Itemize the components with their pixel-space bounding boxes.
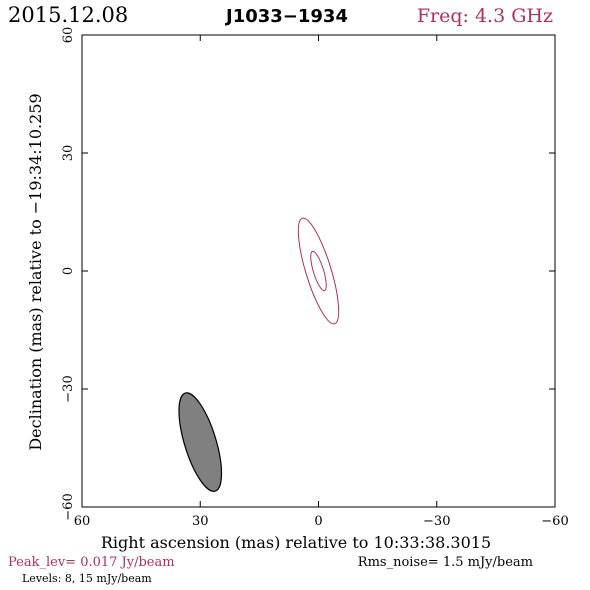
y-axis-label: Declination (mas) relative to −19:34:10.… [26,93,45,450]
beam-ellipse [178,392,223,492]
y-tick-label: 0 [61,267,76,275]
frequency-label: Freq: 4.3 GHz [417,5,553,27]
contour-level-15 [310,250,327,292]
contour-group [297,217,340,325]
x-axis-label: Right ascension (mas) relative to 10:33:… [101,533,491,552]
x-tick-label: −30 [423,514,450,529]
beam-group [178,392,223,492]
x-tick-label: 60 [74,514,91,529]
observation-date: 2015.12.08 [8,3,128,27]
y-tick-label: −30 [61,375,76,402]
peak-level: Peak_lev= 0.017 Jy/beam [8,555,175,570]
y-tick-label: 30 [61,145,76,162]
source-name: J1033−1934 [224,6,348,27]
x-tick-label: 0 [314,514,322,529]
x-tick-label: 30 [192,514,209,529]
y-tick-label: 60 [61,27,76,44]
x-tick-label: −60 [541,514,568,529]
contour-level-8 [297,217,340,325]
plot-frame [81,34,556,508]
rms-noise: Rms_noise= 1.5 mJy/beam [358,555,533,570]
contour-levels: Levels: 8, 15 mJy/beam [22,572,152,585]
y-tick-label: −60 [61,493,76,520]
axis-ticks: 60 30 0 −30 −60 −60 −30 0 30 60 [61,27,569,529]
